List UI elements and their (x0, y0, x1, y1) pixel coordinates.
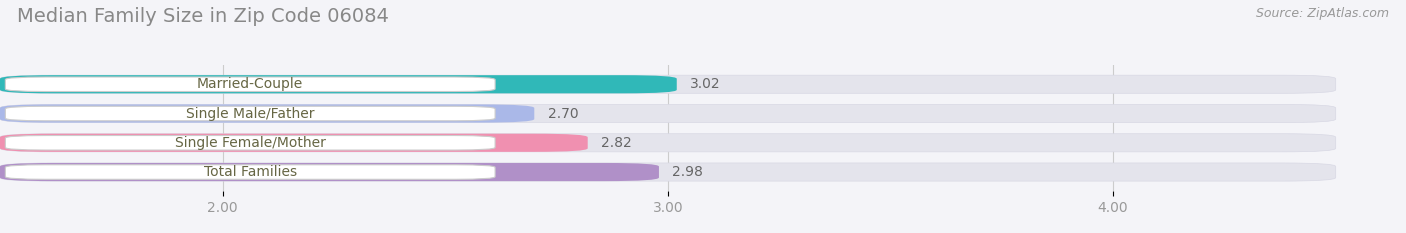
FancyBboxPatch shape (0, 104, 1336, 123)
FancyBboxPatch shape (0, 104, 534, 123)
FancyBboxPatch shape (0, 134, 1336, 152)
FancyBboxPatch shape (6, 165, 495, 179)
FancyBboxPatch shape (6, 106, 495, 121)
FancyBboxPatch shape (0, 75, 676, 93)
FancyBboxPatch shape (6, 77, 495, 92)
Text: 2.98: 2.98 (672, 165, 703, 179)
Text: Single Female/Mother: Single Female/Mother (174, 136, 326, 150)
Text: Median Family Size in Zip Code 06084: Median Family Size in Zip Code 06084 (17, 7, 388, 26)
Text: 2.70: 2.70 (548, 106, 578, 120)
Text: Source: ZipAtlas.com: Source: ZipAtlas.com (1256, 7, 1389, 20)
FancyBboxPatch shape (0, 134, 588, 152)
FancyBboxPatch shape (6, 136, 495, 150)
Text: Single Male/Father: Single Male/Father (186, 106, 315, 120)
Text: 3.02: 3.02 (690, 77, 721, 91)
FancyBboxPatch shape (0, 163, 659, 181)
Text: 2.82: 2.82 (602, 136, 631, 150)
FancyBboxPatch shape (0, 163, 1336, 181)
FancyBboxPatch shape (0, 75, 1336, 93)
Text: Total Families: Total Families (204, 165, 297, 179)
Text: Married-Couple: Married-Couple (197, 77, 304, 91)
